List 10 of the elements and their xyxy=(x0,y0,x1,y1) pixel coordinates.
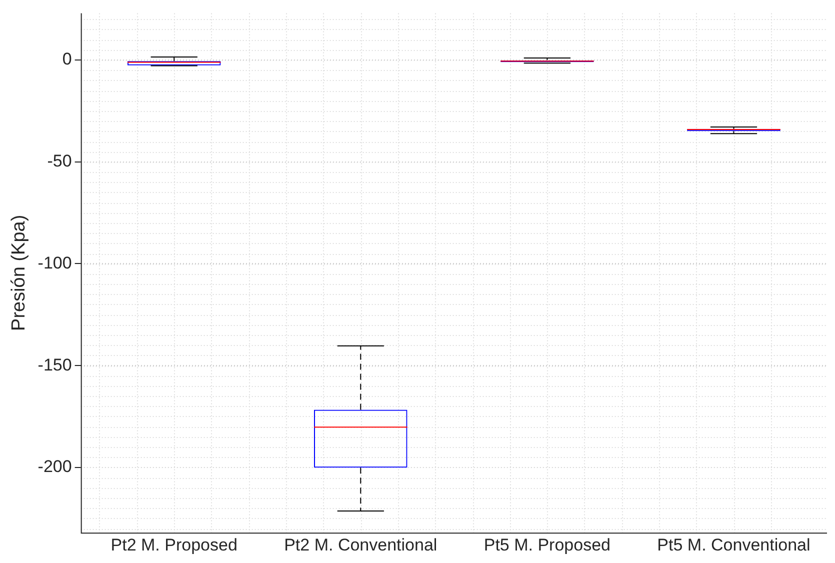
x-tick-label: Pt5 M. Conventional xyxy=(657,535,810,554)
y-tick-label: 0 xyxy=(62,50,72,69)
y-axis-title: Presión (Kpa) xyxy=(8,214,30,331)
y-tick-label: -150 xyxy=(38,355,72,374)
x-tick-label: Pt5 M. Proposed xyxy=(484,535,610,554)
y-tick-label: -200 xyxy=(38,457,72,476)
x-tick-label: Pt2 M. Proposed xyxy=(110,535,238,554)
y-tick-label: -50 xyxy=(47,152,72,171)
y-tick-label: -100 xyxy=(38,253,72,272)
x-tick-label: Pt2 M. Conventional xyxy=(284,535,438,554)
